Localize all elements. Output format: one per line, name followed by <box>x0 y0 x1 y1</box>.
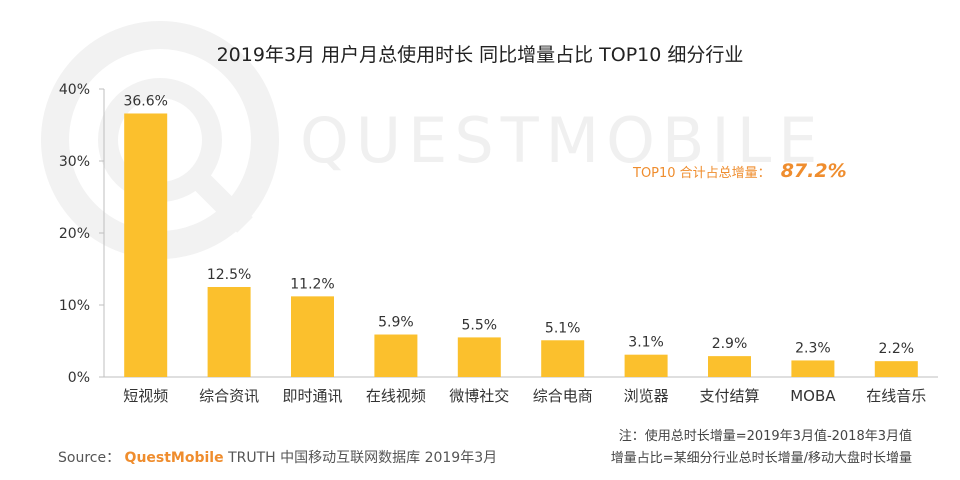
data-label: 2.2% <box>879 341 915 357</box>
chart-title: 2019年3月 用户月总使用时长 同比增量占比 TOP10 细分行业 <box>216 44 744 66</box>
data-label: 2.3% <box>795 340 831 356</box>
summary-label: TOP10 合计占总增量： <box>633 166 771 181</box>
x-tick-label: MOBA <box>790 387 836 405</box>
y-tick-label: 10% <box>59 298 90 314</box>
bar <box>207 287 251 377</box>
brand-watermark: QUESTMOBILE <box>300 104 825 177</box>
bar <box>541 340 585 377</box>
bar <box>708 356 751 377</box>
bar <box>624 354 668 377</box>
summary-value: 87.2% <box>780 160 847 182</box>
bar <box>291 296 334 377</box>
note-line-2: 增量占比=某细分行业总时长增量/移动大盘时长增量 <box>610 451 912 466</box>
data-label: 2.9% <box>712 336 748 352</box>
y-tick-label: 0% <box>68 370 90 386</box>
data-label: 11.2% <box>290 276 334 292</box>
bar <box>874 361 918 377</box>
x-tick-label: 短视频 <box>123 387 168 405</box>
bar <box>457 337 501 377</box>
bar <box>791 360 835 377</box>
data-label: 5.9% <box>378 315 414 331</box>
x-tick-label: 综合资讯 <box>199 387 259 405</box>
x-tick-label: 支付结算 <box>699 387 759 405</box>
bar <box>124 113 168 377</box>
source-footer: Source： QuestMobile TRUTH 中国移动互联网数据库 201… <box>58 447 497 467</box>
x-tick-label: 在线音乐 <box>866 387 926 405</box>
y-tick-label: 20% <box>59 226 90 242</box>
x-tick-label: 在线视频 <box>366 387 426 405</box>
y-tick-label: 40% <box>59 82 90 98</box>
source-text: TRUTH 中国移动互联网数据库 2019年3月 <box>228 450 498 466</box>
x-tick-label: 即时通讯 <box>282 387 342 405</box>
data-label: 12.5% <box>207 267 251 283</box>
bar <box>374 334 418 377</box>
top10-summary: TOP10 合计占总增量： 87.2% <box>633 160 847 182</box>
x-tick-label: 浏览器 <box>624 387 669 405</box>
data-label: 5.5% <box>462 317 498 333</box>
data-label: 5.1% <box>545 320 581 336</box>
x-tick-label: 综合电商 <box>533 387 593 405</box>
data-label: 3.1% <box>628 335 664 351</box>
source-brand: QuestMobile <box>124 450 224 466</box>
y-tick-label: 30% <box>59 154 90 170</box>
note-line-1: 注：使用总时长增量=2019年3月值-2018年3月值 <box>618 429 912 444</box>
data-label: 36.6% <box>123 93 167 109</box>
source-label: Source： <box>58 450 121 466</box>
x-tick-label: 微博社交 <box>449 387 509 405</box>
